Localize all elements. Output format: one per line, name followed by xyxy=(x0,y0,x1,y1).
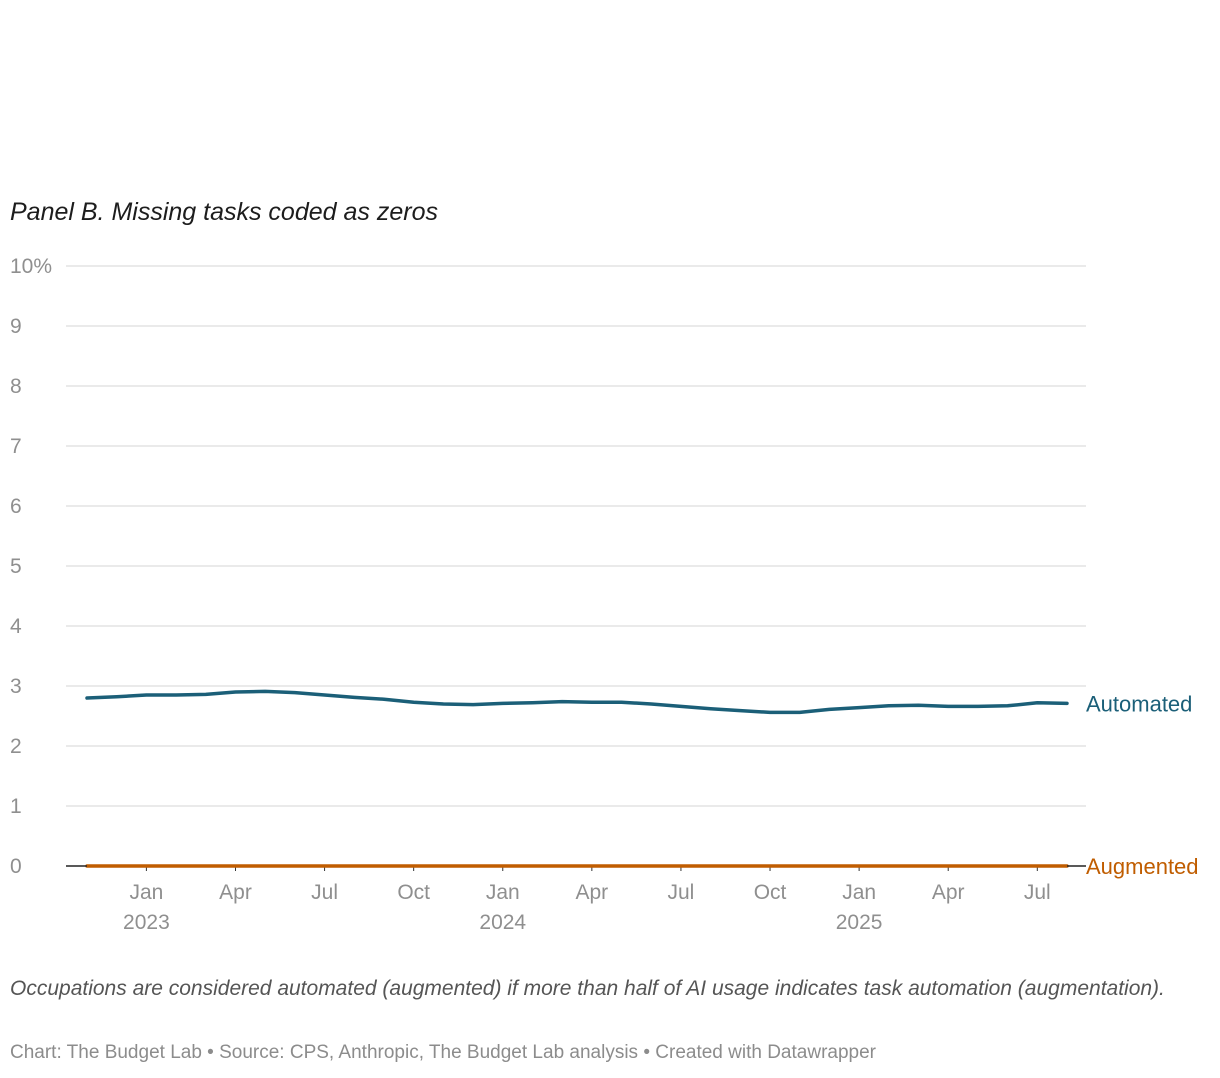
chart-credit: Chart: The Budget Lab • Source: CPS, Ant… xyxy=(10,1042,876,1063)
y-tick-label: 1 xyxy=(10,795,22,818)
y-tick-label: 5 xyxy=(10,555,22,578)
x-tick-label: Jul xyxy=(1024,881,1051,904)
series-line-automated xyxy=(85,689,1069,715)
x-tick-label: Apr xyxy=(576,881,609,904)
x-tick-year: 2025 xyxy=(836,911,883,934)
x-tick-label: Oct xyxy=(754,881,787,904)
x-tick-year: 2024 xyxy=(479,911,526,934)
x-tick-label: Jan xyxy=(842,881,876,904)
y-tick-label: 10% xyxy=(10,255,52,278)
x-tick-label: Jul xyxy=(668,881,695,904)
y-tick-label: 7 xyxy=(10,435,22,458)
series-labels: Automated Augmented xyxy=(1086,691,1199,879)
x-tick-label: Jul xyxy=(311,881,338,904)
x-tick-label: Jan xyxy=(129,881,163,904)
chart-title: Panel B. Missing tasks coded as zeros xyxy=(10,198,438,226)
y-tick-label: 0 xyxy=(10,855,22,878)
grid-lines xyxy=(66,265,1086,807)
x-tick-label: Apr xyxy=(932,881,965,904)
series-lines xyxy=(66,689,1086,868)
series-label-automated: Automated xyxy=(1086,691,1192,716)
x-tick-year: 2023 xyxy=(123,911,170,934)
x-tick-label: Oct xyxy=(397,881,430,904)
y-tick-label: 2 xyxy=(10,735,22,758)
y-tick-label: 6 xyxy=(10,495,22,518)
y-axis-ticks: 0 1 2 3 4 5 6 7 8 9 10% xyxy=(10,255,52,878)
chart-note: Occupations are considered automated (au… xyxy=(10,977,1165,1000)
x-tick-label: Apr xyxy=(219,881,252,904)
y-tick-label: 9 xyxy=(10,315,22,338)
x-axis-ticks: Jan 2023 Apr Jul Oct Jan 2024 Apr Jul Oct Jan 2025 A… xyxy=(123,866,1051,934)
y-tick-label: 3 xyxy=(10,675,22,698)
series-label-augmented: Augmented xyxy=(1086,854,1199,879)
y-tick-label: 4 xyxy=(10,615,22,638)
y-tick-label: 8 xyxy=(10,375,22,398)
x-tick-label: Jan xyxy=(486,881,520,904)
